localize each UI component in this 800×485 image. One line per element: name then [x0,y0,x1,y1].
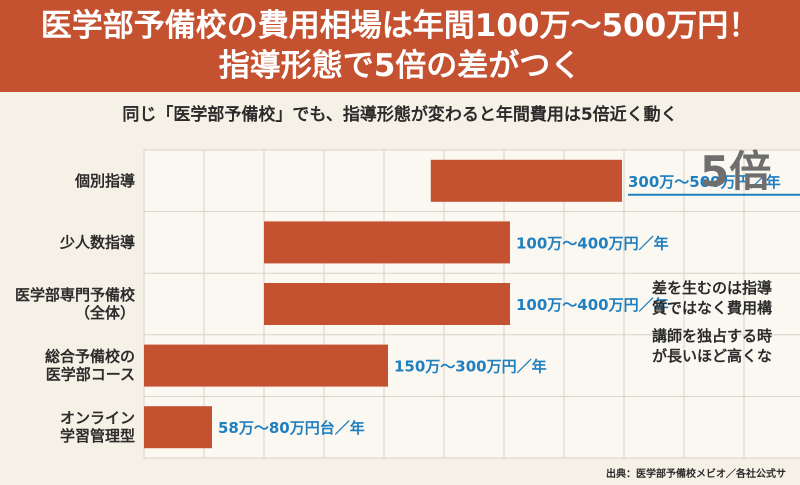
category-label-2-0: 医学部専門予備校 [15,286,136,304]
category-label-4-1: 学習管理型 [60,427,135,445]
bar-3 [144,344,388,387]
side-note: 差を生むのは指導 質ではなく費用構 講師を独占する時 が長いほど高くな [652,278,800,366]
note-line-2: 質ではなく費用構 [652,299,773,317]
bar-4 [144,406,212,449]
bar-1 [264,221,510,264]
category-label-4-0: オンライン [60,409,135,427]
category-label-3-0: 総合予備校の [45,348,135,366]
bar-2 [264,283,510,325]
title-line-2: 指導形態で5倍の差がつく [218,48,582,84]
category-label-3-1: 医学部コース [46,366,135,384]
value-label-3: 150万〜300万円／年 [394,358,547,376]
value-label-2: 100万〜400万円／年 [516,296,669,314]
chart-subtitle: 同じ「医学部予備校」でも、指導形態が変わると年間費用は5倍近く動く [122,105,678,125]
value-label-0: 300万〜500万円／年 [628,173,781,191]
category-label-0-0: 個別指導 [74,172,135,190]
bar-0 [430,159,622,202]
source-note: 出典：医学部予備校メビオ／各社公式サ [606,469,786,480]
category-label-1-0: 少人数指導 [59,233,135,251]
note-line-4: が長いほど高くな [652,347,773,365]
callout-five-times: 5倍 [700,147,772,196]
title-line-1: 医学部予備校の費用相場は年間100万〜500万円！ [40,8,760,44]
note-line-3: 講師を独占する時 [652,327,773,345]
category-label-2-1: （全体） [75,304,135,322]
note-line-1: 差を生むのは指導 [652,279,773,297]
title-banner: 医学部予備校の費用相場は年間100万〜500万円！ 指導形態で5倍の差がつく [0,0,800,92]
value-label-1: 100万〜400万円／年 [516,234,669,252]
value-label-4: 58万〜80万円台／年 [218,419,365,437]
